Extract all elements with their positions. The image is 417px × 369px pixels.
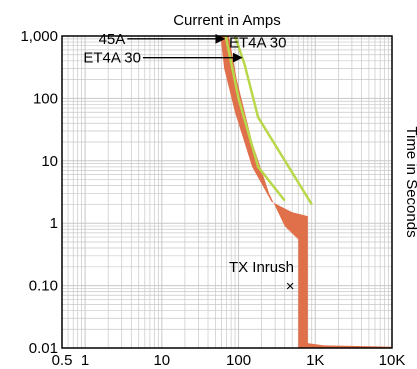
inrush-marker: × (286, 278, 295, 295)
annotation-label: ET4A 30 (229, 35, 287, 52)
x-tick-label: 10 (153, 352, 170, 369)
x-tick-label: 100 (226, 352, 251, 369)
grid (61, 36, 392, 349)
x-tick-label: 1K (306, 352, 324, 369)
y-tick-label: 100 (33, 90, 58, 107)
x-axis-ticks: 0.5 1 10 100 1K 10K (52, 352, 406, 369)
plot-frame (61, 35, 393, 349)
y-tick-label: 10 (41, 153, 58, 170)
x-tick-label: 1 (81, 352, 89, 369)
y-tick-label: 1,000 (20, 28, 58, 45)
y-axis-ticks: 0.01 0.10 1 10 100 1,000 (20, 28, 58, 357)
et4a-curves (224, 35, 313, 206)
y-axis-title: Time in Seconds (403, 126, 417, 237)
band-45a (220, 36, 392, 348)
fuse-band-45a (220, 36, 392, 348)
x-tick-label: 10K (379, 352, 406, 369)
y-tick-label: 1 (50, 215, 58, 232)
annotation-label: ET4A 30 (83, 50, 141, 67)
annotation-label: 45A (99, 31, 126, 48)
annotation-label: TX Inrush (229, 259, 294, 276)
series-line-1 (233, 35, 313, 206)
x-tick-label: 0.5 (52, 352, 73, 369)
y-tick-label: 0.01 (29, 340, 58, 357)
series-line-0 (224, 35, 286, 202)
y-tick-label: 0.10 (29, 278, 58, 295)
chart-title: Current in Amps (173, 12, 281, 29)
annotations: 45A ET4A 30 ET4A 30 TX Inrush × (83, 31, 294, 295)
